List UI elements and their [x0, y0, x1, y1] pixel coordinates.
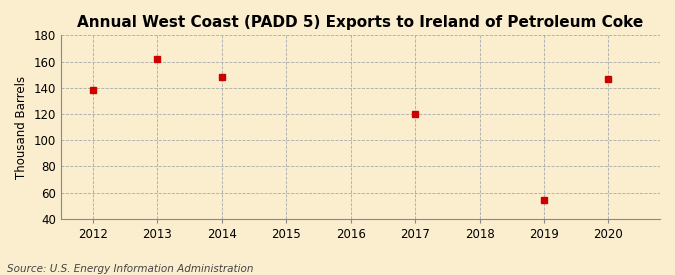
- Title: Annual West Coast (PADD 5) Exports to Ireland of Petroleum Coke: Annual West Coast (PADD 5) Exports to Ir…: [77, 15, 643, 30]
- Y-axis label: Thousand Barrels: Thousand Barrels: [15, 75, 28, 178]
- Text: Source: U.S. Energy Information Administration: Source: U.S. Energy Information Administ…: [7, 264, 253, 274]
